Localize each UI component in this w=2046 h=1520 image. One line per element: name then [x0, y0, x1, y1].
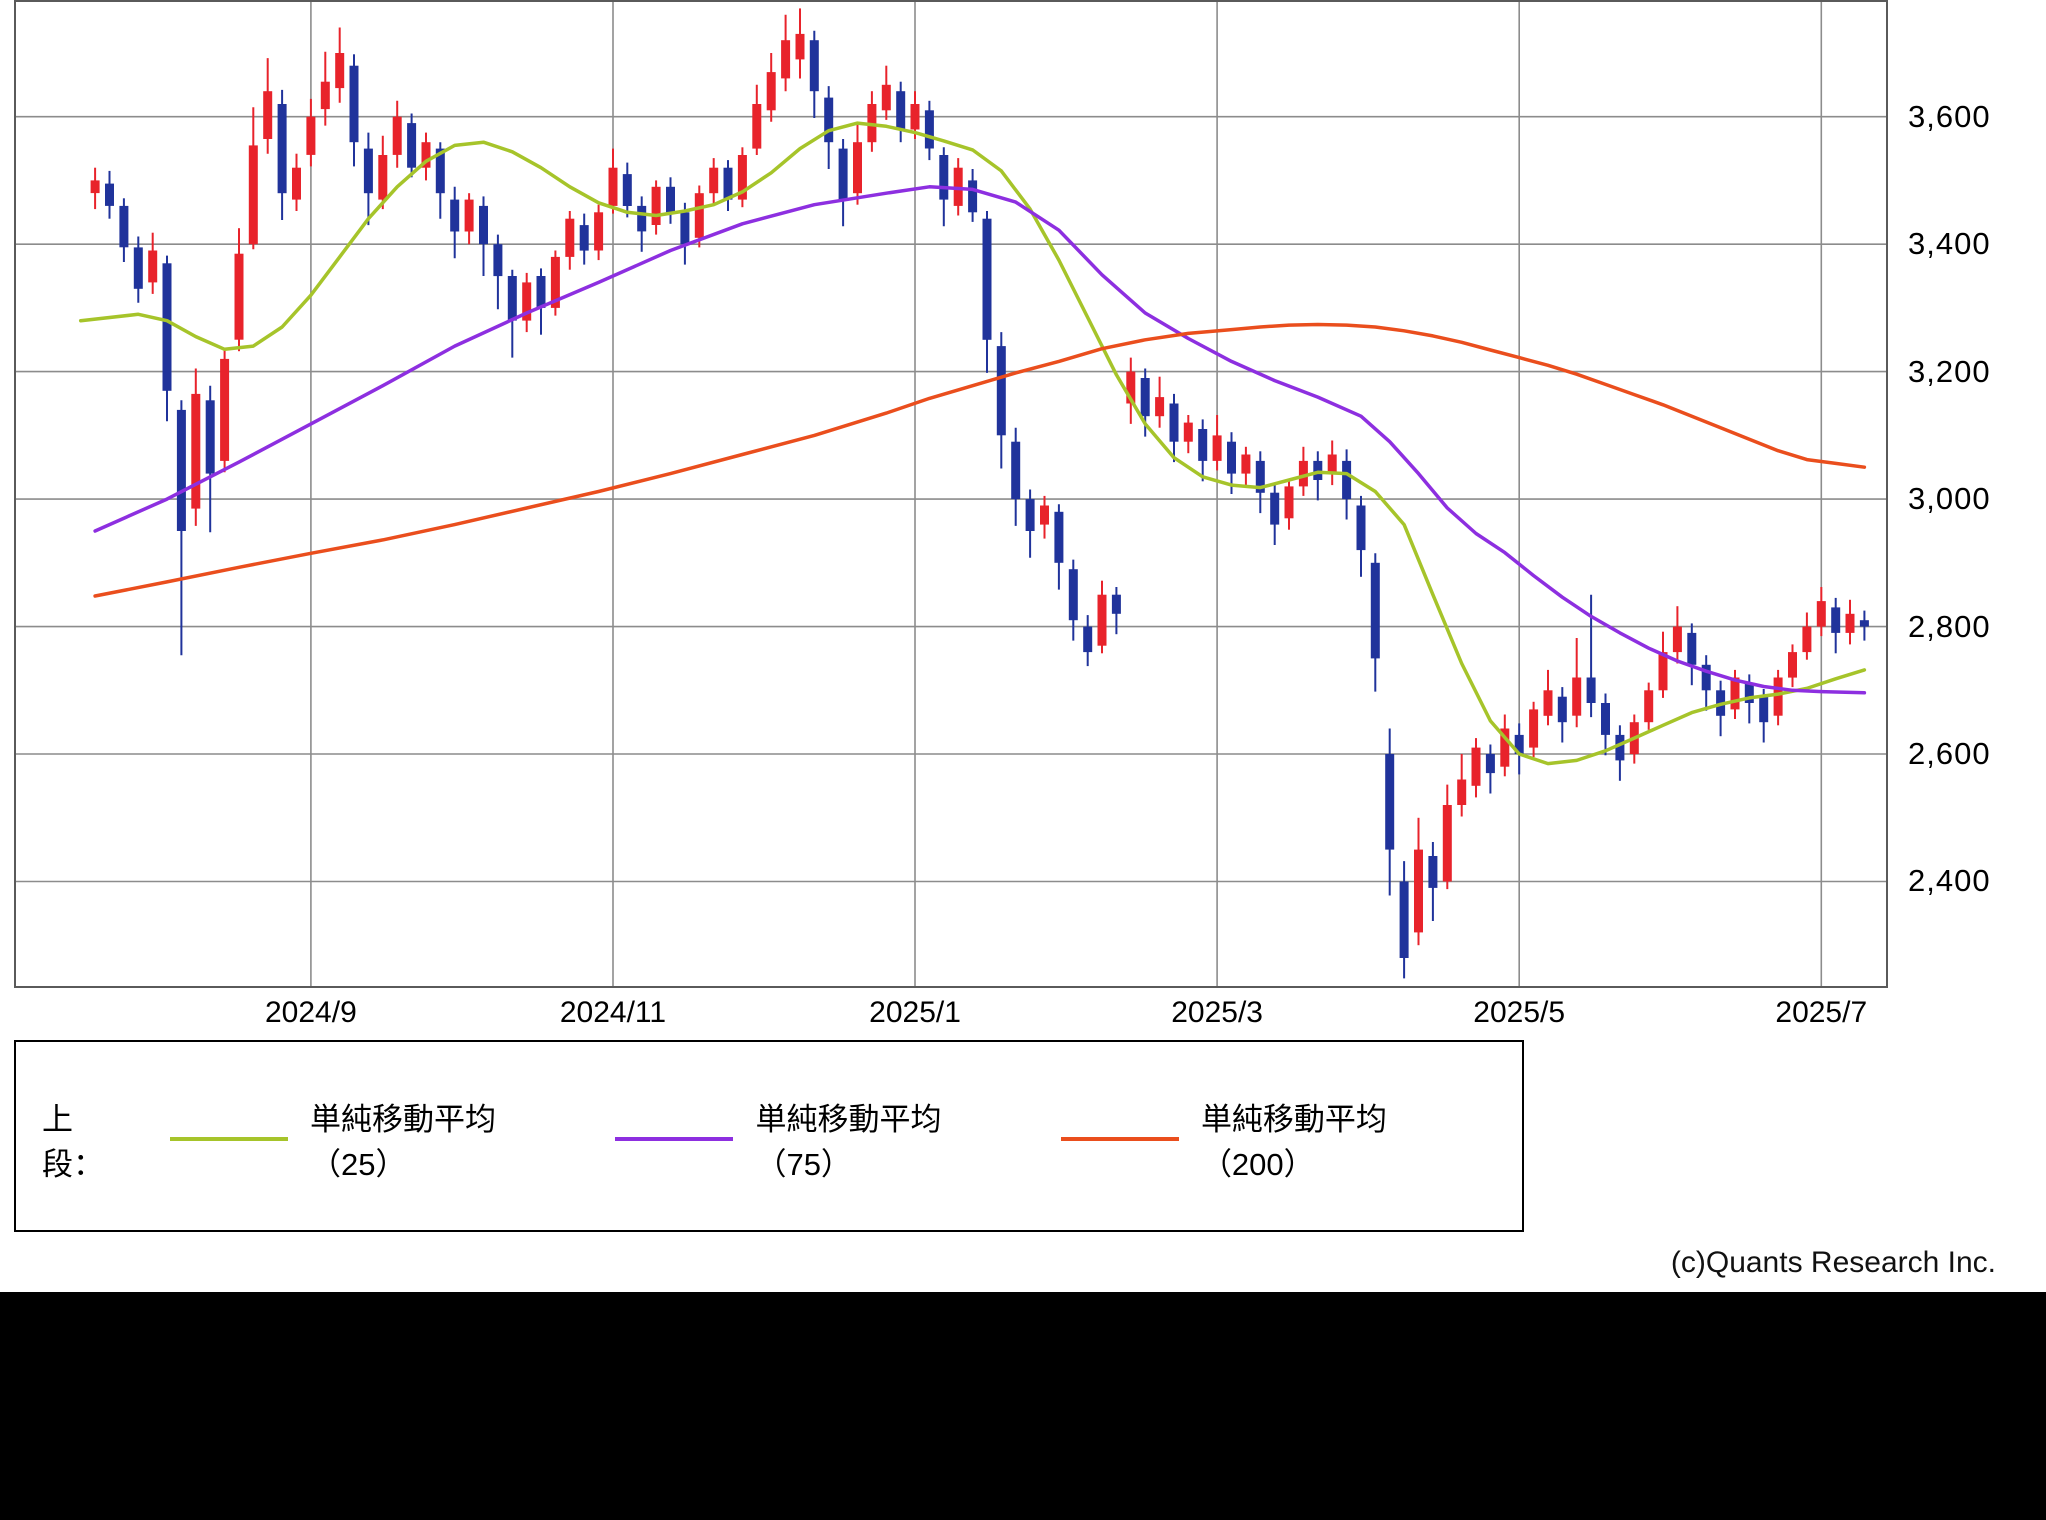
y-axis-label: 2,600: [1908, 736, 1991, 772]
sma200-legend-label: 単純移動平均（200）: [1200, 1102, 1387, 1182]
legend-row: 上段： 単純移動平均（25） 単純移動平均（75） 単純移動平均（200）: [42, 1094, 1522, 1184]
sma75-line: [93, 185, 1867, 695]
x-axis-label: 2024/9: [264, 996, 357, 1029]
y-axis-label: 2,400: [1908, 863, 1991, 899]
chart-canvas: [16, 2, 1886, 986]
y-axis-label: 3,000: [1908, 481, 1991, 517]
sma25-line: [78, 121, 1867, 766]
sma75-line-swatch: [615, 1137, 734, 1141]
x-axis-label: 2025/7: [1775, 996, 1868, 1029]
legend-box: 上段： 単純移動平均（25） 単純移動平均（75） 単純移動平均（200）: [14, 1040, 1524, 1232]
candlestick-chart-panel: [14, 0, 1888, 988]
x-axis-label: 2025/5: [1473, 996, 1566, 1029]
candlesticks: [90, 8, 1869, 979]
sma75-legend-label: 単純移動平均（75）: [755, 1102, 942, 1182]
gridlines: [16, 2, 1886, 986]
legend-item-sma75: 単純移動平均（75）: [615, 1094, 996, 1184]
legend-prefix-label: 上段：: [42, 1102, 104, 1182]
bottom-black-bar: [0, 1292, 2046, 1520]
x-axis-label: 2025/1: [869, 996, 961, 1029]
sma200-line-swatch: [1060, 1137, 1179, 1141]
copyright-text: (c)Quants Research Inc.: [1670, 1246, 1996, 1279]
y-axis-label: 3,200: [1908, 353, 1991, 389]
sma25-legend-label: 単純移動平均（25）: [309, 1102, 496, 1182]
y-axis-label: 3,400: [1908, 226, 1991, 262]
x-axis-label: 2024/11: [559, 996, 667, 1029]
legend-item-sma200: 単純移動平均（200）: [1060, 1094, 1458, 1184]
x-axis-label: 2025/3: [1171, 996, 1263, 1029]
sma25-line-swatch: [169, 1137, 288, 1141]
sma200-line: [93, 322, 1867, 598]
legend-item-sma25: 単純移動平均（25）: [169, 1094, 551, 1184]
y-axis-label: 2,800: [1908, 608, 1991, 644]
y-axis-label: 3,600: [1908, 98, 1991, 134]
